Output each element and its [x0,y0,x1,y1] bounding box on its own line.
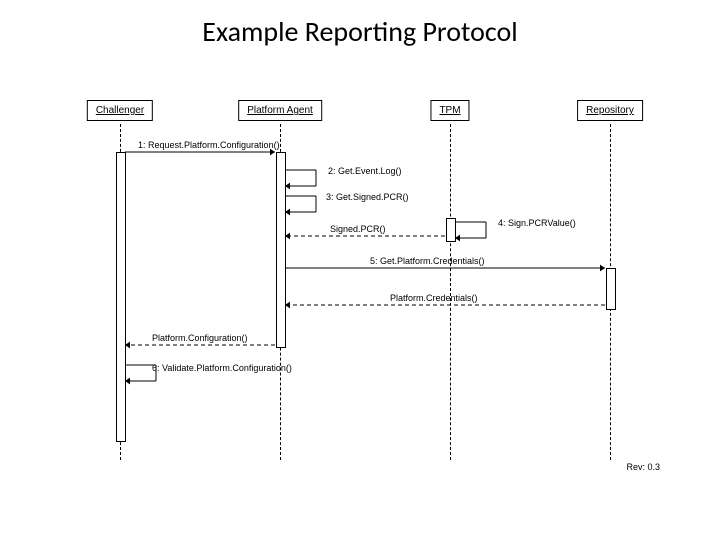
participant-platform_agent: Platform Agent [238,100,322,121]
participant-repository: Repository [577,100,643,121]
message-label: Platform.Credentials() [390,293,478,303]
revision-label: Rev: 0.3 [626,462,660,472]
participant-challenger: Challenger [87,100,153,121]
participant-tpm: TPM [430,100,469,121]
message-label: 3: Get.Signed.PCR() [326,192,409,202]
activation-platform_agent [276,152,286,348]
message-label: 5: Get.Platform.Credentials() [370,256,485,266]
activation-challenger [116,152,126,442]
message-label: 6: Validate.Platform.Configuration() [152,363,292,373]
lifeline-tpm [450,124,451,460]
activation-tpm [446,218,456,242]
activation-repository [606,268,616,310]
message-label: 4: Sign.PCRValue() [498,218,576,228]
message-label: Platform.Configuration() [152,333,248,343]
message-label: 1: Request.Platform.Configuration() [138,140,280,150]
message-label: 2: Get.Event.Log() [328,166,402,176]
message-label: Signed.PCR() [330,224,386,234]
slide-title: Example Reporting Protocol [0,14,720,49]
sequence-diagram: Challenger Platform Agent TPM Repository 1: … [80,100,660,500]
